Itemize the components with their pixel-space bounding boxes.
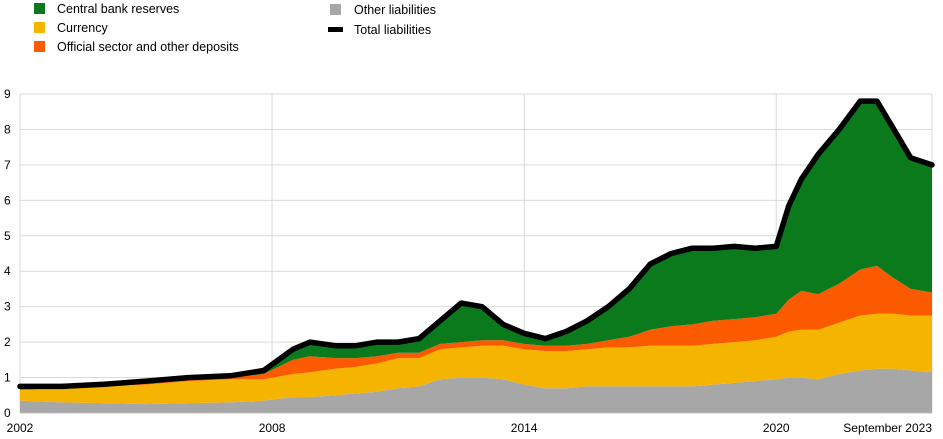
legend-swatch-central-bank-reserves [34,3,45,14]
area-official-sector-and-other-deposits [20,265,932,390]
area-central-bank-reserves [20,101,932,387]
x-tick-label-2014: 2014 [511,421,538,435]
line-total-liabilities [17,98,935,390]
total-line-layer [17,98,935,390]
y-tick-label-3: 3 [4,300,11,314]
legend-label-central-bank-reserves: Central bank reserves [57,2,179,16]
x-tick-label-2020: 2020 [763,421,790,435]
legend-label-other-liabilities: Other liabilities [354,3,436,17]
legend-label-official-sector-deposits: Official sector and other deposits [57,40,239,54]
y-tick-label-1: 1 [4,371,11,385]
legend-label-currency: Currency [57,21,108,35]
legend-swatch-other-liabilities [330,4,341,15]
legend-item-official-sector-deposits: Official sector and other deposits [34,40,239,54]
x-tick-label-september-2023: September 2023 [843,421,932,435]
legend-label-total-liabilities: Total liabilities [354,23,431,37]
y-tick-label-8: 8 [4,122,11,136]
legend-item-total-liabilities: Total liabilities [328,23,431,37]
y-tick-label-2: 2 [4,335,11,349]
area-currency [20,313,932,405]
x-tick-label-2008: 2008 [259,421,286,435]
legend-swatch-total-liabilities [328,27,343,32]
y-tick-label-6: 6 [4,193,11,207]
legend-item-central-bank-reserves: Central bank reserves [34,2,179,16]
y-tick-label-9: 9 [4,87,11,101]
legend-swatch-currency [34,22,45,33]
legend-swatch-official-sector-deposits [34,41,45,52]
y-tick-label-4: 4 [4,264,11,278]
y-tick-label-7: 7 [4,158,11,172]
y-tick-label-5: 5 [4,229,11,243]
y-axis: 0 1 2 3 4 5 6 7 8 9 [4,87,11,420]
area-other-liabilities [20,368,932,413]
legend: Central bank reserves Currency Official … [34,2,436,54]
x-tick-label-2002: 2002 [7,421,34,435]
y-tick-label-0: 0 [4,406,11,420]
stacked-areas [20,101,932,413]
x-axis: 2002 2008 2014 2020 September 2023 [7,412,932,435]
legend-item-other-liabilities: Other liabilities [330,3,436,17]
legend-item-currency: Currency [34,21,108,35]
